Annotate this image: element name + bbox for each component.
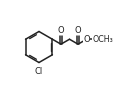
Text: O: O <box>83 35 90 44</box>
Text: OCH₃: OCH₃ <box>93 35 113 44</box>
Text: Cl: Cl <box>35 67 43 76</box>
Text: O: O <box>58 26 64 35</box>
Text: O: O <box>75 26 81 35</box>
